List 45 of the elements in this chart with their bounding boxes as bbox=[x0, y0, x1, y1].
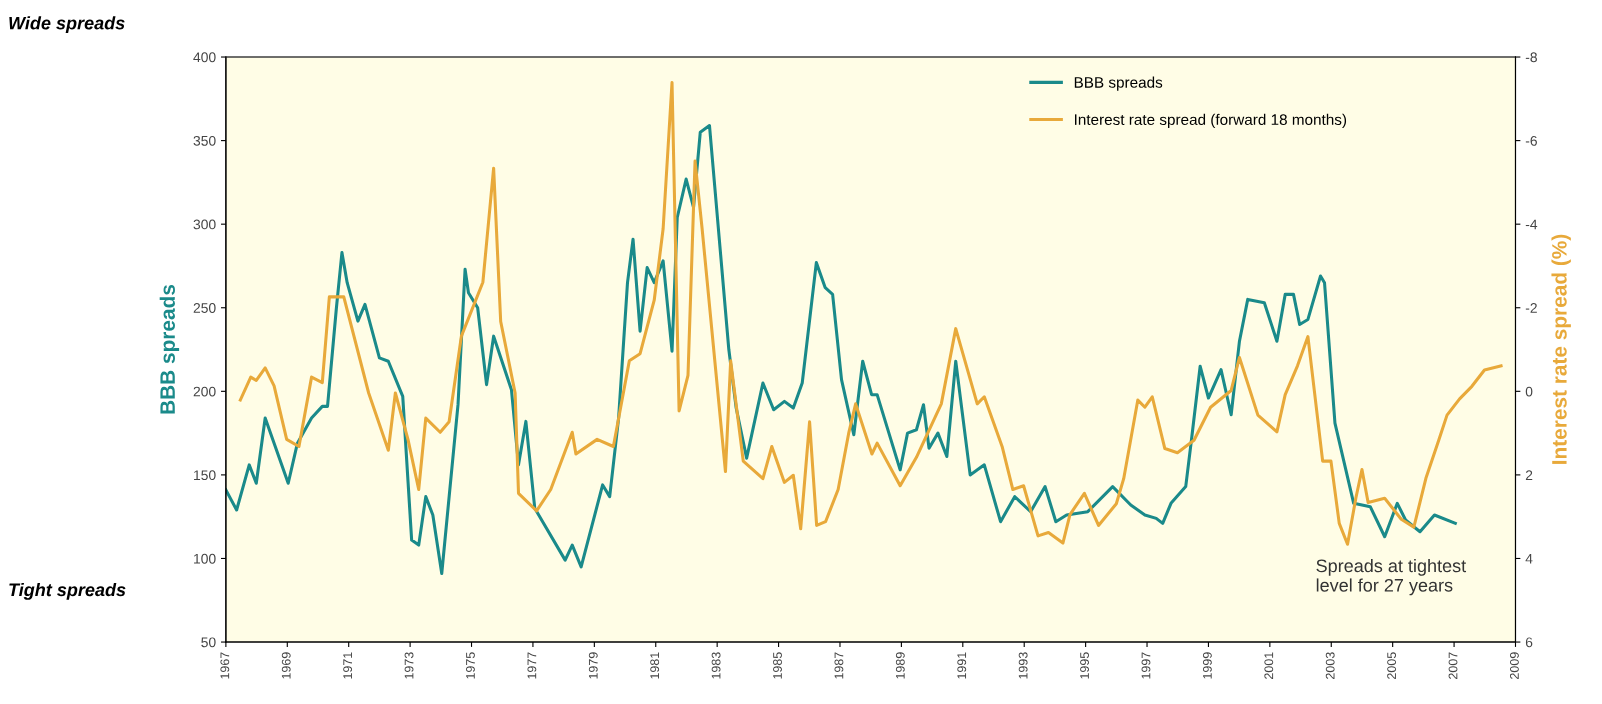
y-tick-label: 100 bbox=[194, 553, 216, 564]
y-tick-label: 400 bbox=[193, 52, 216, 63]
x-tick-label: 1981 bbox=[650, 652, 660, 679]
y2-tick-label: 2 bbox=[1525, 470, 1533, 480]
x-tick-label: 1975 bbox=[466, 652, 475, 679]
x-tick-label: 1991 bbox=[957, 652, 967, 679]
legend-label: BBB spreads bbox=[1074, 76, 1163, 91]
y-tick-label: 250 bbox=[193, 303, 216, 313]
x-tick-label: 1967 bbox=[220, 652, 230, 679]
y-tick-label: 300 bbox=[193, 219, 216, 230]
y2-tick-label: 6 bbox=[1525, 637, 1533, 648]
x-tick-label: 2009 bbox=[1510, 652, 1519, 679]
x-tick-label: 1989 bbox=[895, 652, 905, 679]
y-tick-label: 350 bbox=[193, 135, 216, 146]
y2-tick-label: 4 bbox=[1525, 553, 1533, 564]
x-tick-label: 1995 bbox=[1080, 652, 1089, 679]
y-axis-title: BBB spreads bbox=[159, 284, 180, 414]
y2-tick-label: -2 bbox=[1525, 303, 1537, 313]
y-tick-label: 50 bbox=[201, 637, 216, 648]
x-tick-label: 1977 bbox=[527, 652, 537, 679]
x-tick-label: 1969 bbox=[281, 652, 291, 679]
y2-tick-label: -6 bbox=[1525, 135, 1537, 146]
x-tick-label: 1973 bbox=[404, 652, 414, 679]
x-tick-label: 2001 bbox=[1264, 652, 1274, 679]
text: Wide spreads bbox=[9, 16, 125, 34]
x-tick-label: 1997 bbox=[1141, 652, 1151, 679]
x-tick-label: 1993 bbox=[1018, 652, 1028, 679]
x-tick-label: 1979 bbox=[588, 652, 598, 679]
x-tick-label: 1971 bbox=[343, 652, 353, 679]
x-tick-label: 1987 bbox=[834, 652, 844, 679]
y2-tick-label: 0 bbox=[1525, 386, 1533, 397]
y2-tick-label: -8 bbox=[1525, 52, 1537, 63]
legend-label: Interest rate spread (forward 18 months) bbox=[1075, 113, 1347, 129]
x-tick-label: 1999 bbox=[1202, 652, 1212, 679]
annotation: Spreads at tightest level for 27 years bbox=[1316, 558, 1467, 596]
x-tick-label: 2007 bbox=[1448, 652, 1458, 679]
x-tick-label: 2005 bbox=[1387, 652, 1397, 679]
x-tick-label: 1983 bbox=[711, 652, 721, 679]
text: Tight spreads bbox=[9, 582, 126, 600]
y2-tick-label: -4 bbox=[1525, 219, 1538, 230]
y-tick-label: 150 bbox=[194, 470, 216, 481]
x-tick-label: 2003 bbox=[1325, 652, 1335, 679]
y-tick-label: 200 bbox=[193, 386, 216, 397]
x-tick-label: 1985 bbox=[773, 652, 782, 679]
y2-axis-title: Interest rate spread (%) bbox=[1551, 234, 1571, 464]
